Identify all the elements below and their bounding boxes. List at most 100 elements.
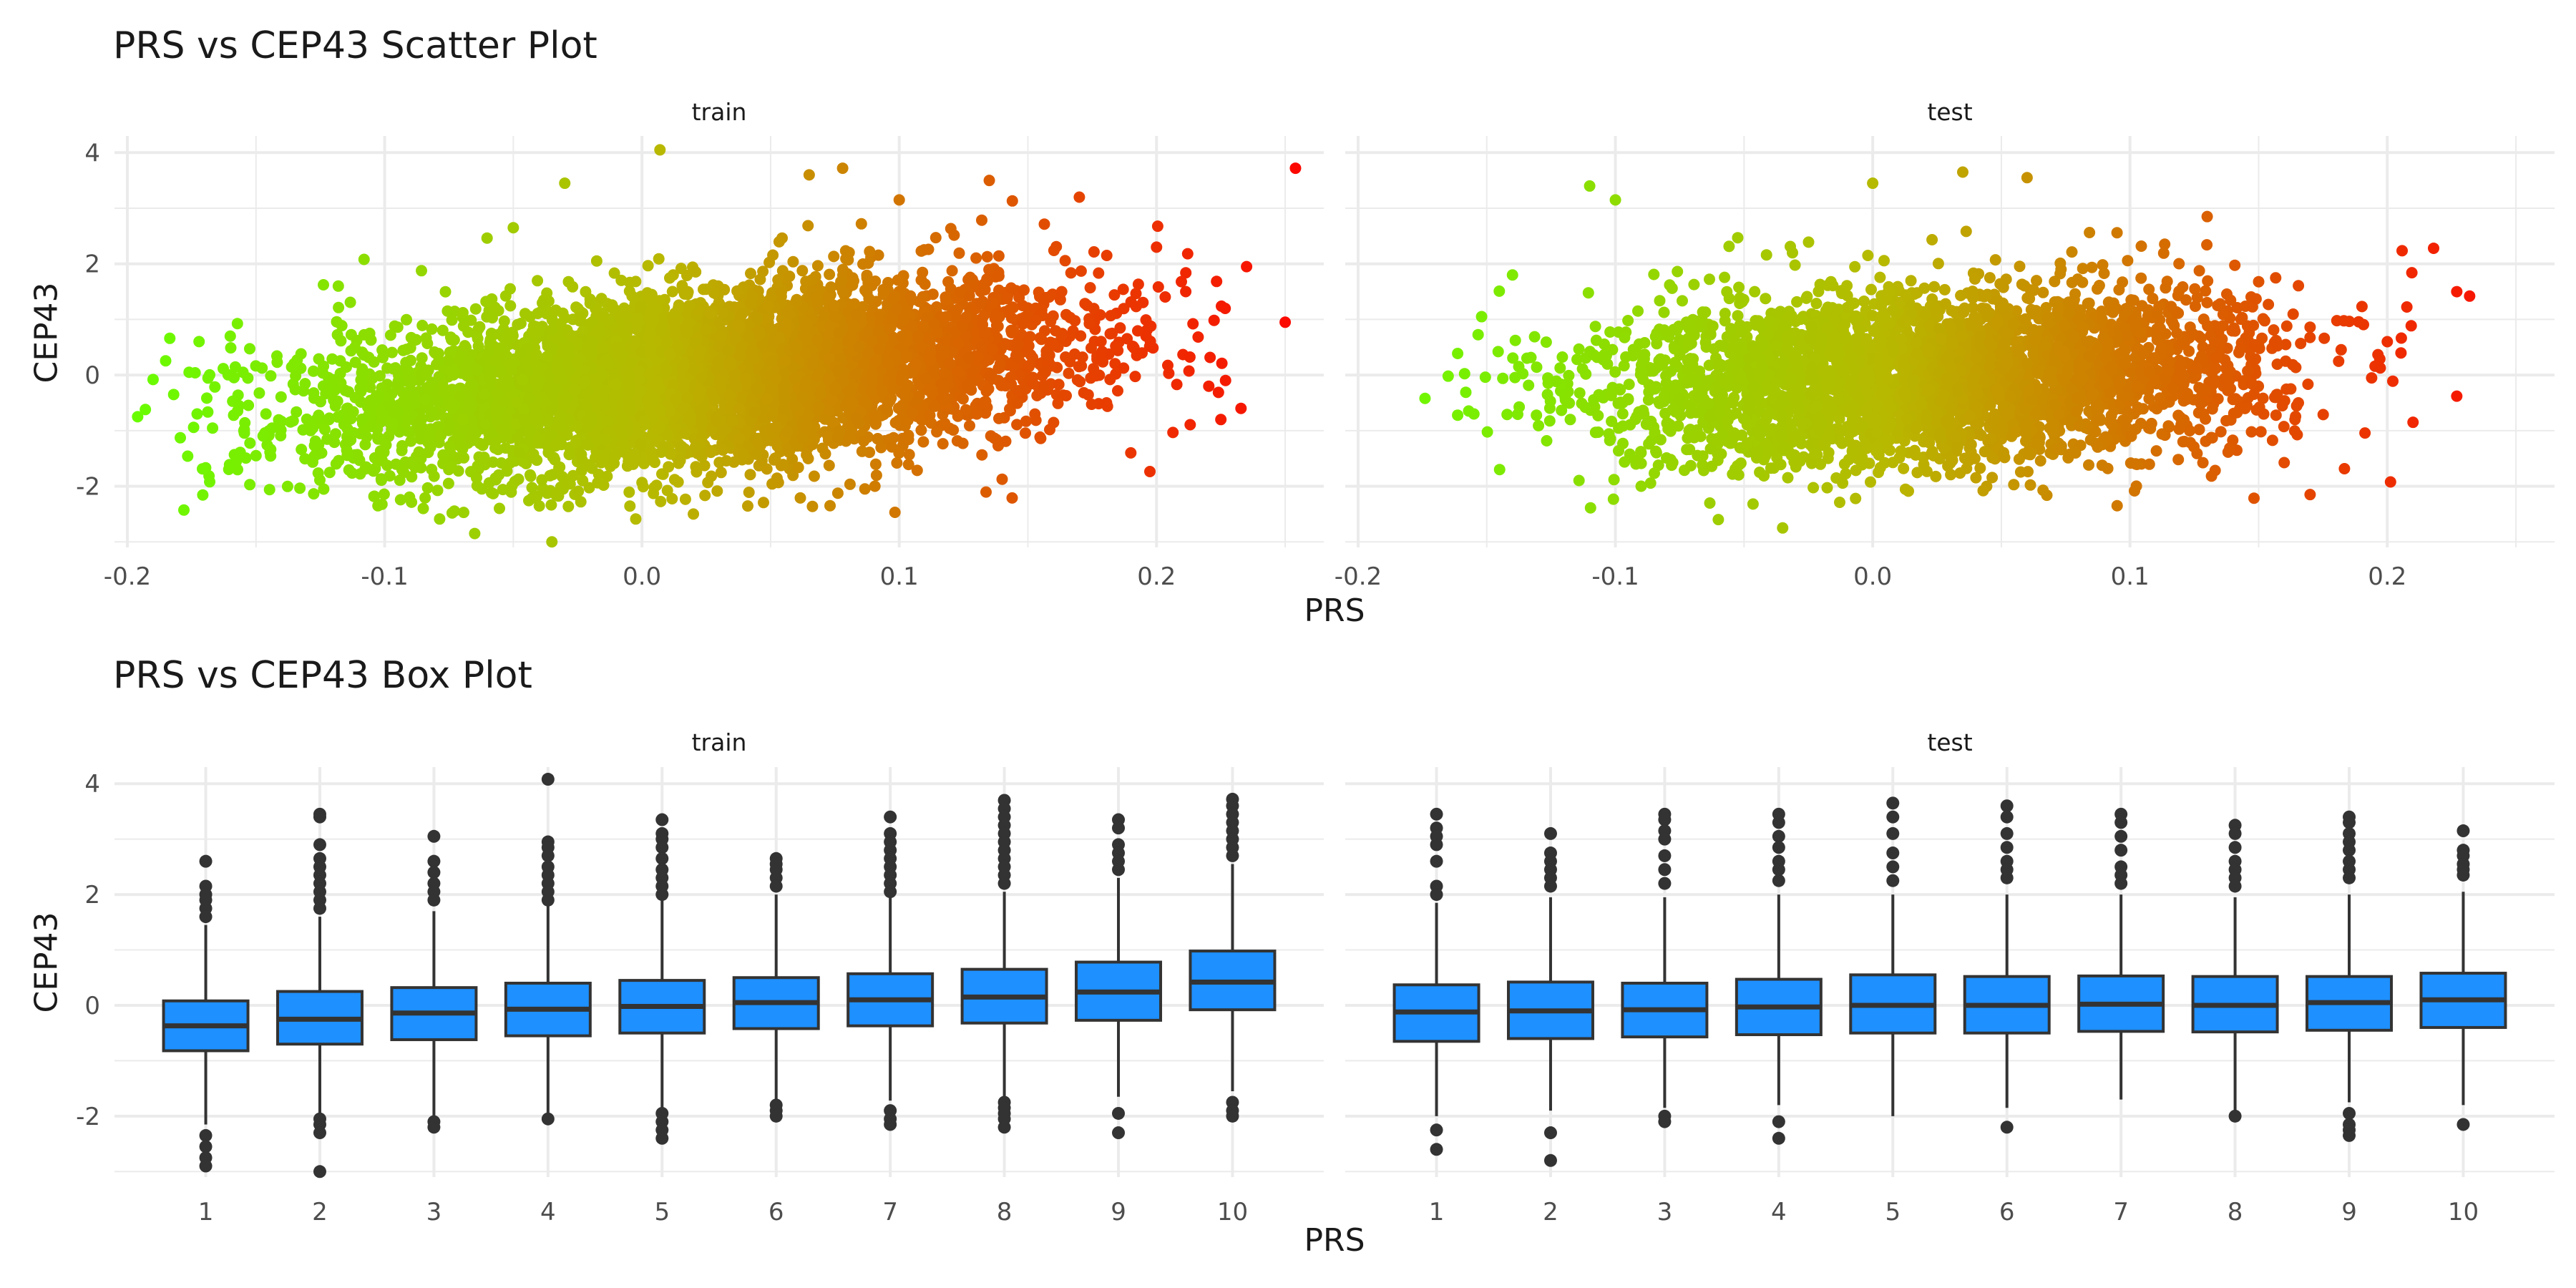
scatter-point bbox=[1118, 362, 1130, 374]
scatter-point bbox=[281, 480, 293, 492]
scatter-point bbox=[835, 275, 847, 288]
scatter-point bbox=[483, 477, 495, 489]
scatter-point bbox=[750, 311, 762, 323]
scatter-point bbox=[1187, 318, 1199, 330]
scatter-point bbox=[446, 333, 457, 346]
scatter-point bbox=[321, 381, 333, 394]
scatter-point bbox=[638, 416, 650, 428]
scatter-point bbox=[439, 286, 452, 298]
scatter-point bbox=[608, 267, 620, 279]
scatter-point bbox=[886, 313, 898, 325]
scatter-point bbox=[307, 456, 318, 468]
scatter-point bbox=[806, 500, 819, 512]
scatter-point bbox=[903, 449, 915, 461]
scatter-point bbox=[892, 274, 904, 286]
scatter-point bbox=[690, 266, 702, 278]
scatter-point bbox=[699, 489, 711, 502]
scatter-point bbox=[940, 294, 952, 306]
scatter-point bbox=[489, 354, 501, 366]
scatter-point bbox=[824, 268, 836, 280]
scatter-point bbox=[889, 291, 901, 303]
scatter-point bbox=[355, 396, 367, 408]
scatter-point bbox=[716, 306, 728, 318]
scatter-point bbox=[745, 268, 756, 280]
scatter-point bbox=[1048, 416, 1060, 429]
scatter-point bbox=[481, 311, 493, 323]
y-tick-label: 4 bbox=[84, 139, 100, 167]
scatter-point bbox=[726, 415, 738, 427]
scatter-point bbox=[562, 500, 575, 512]
scatter-point bbox=[202, 406, 214, 418]
scatter-point bbox=[859, 483, 871, 495]
scatter-point bbox=[550, 489, 562, 501]
scatter-point bbox=[875, 441, 887, 454]
scatter-point bbox=[629, 447, 641, 459]
scatter-point bbox=[861, 269, 873, 281]
scatter-point bbox=[651, 424, 663, 436]
scatter-point bbox=[409, 462, 421, 474]
x-tick-label: 0.2 bbox=[1137, 562, 1176, 591]
y-tick-label: 0 bbox=[84, 361, 100, 390]
scatter-point bbox=[346, 467, 358, 479]
scatter-point bbox=[815, 388, 827, 400]
scatter-point bbox=[660, 364, 673, 376]
scatter-point bbox=[717, 444, 729, 456]
x-tick-label: -0.1 bbox=[361, 562, 408, 591]
scatter-point bbox=[461, 366, 473, 377]
scatter-point bbox=[801, 317, 813, 329]
scatter-point bbox=[626, 290, 638, 302]
scatter-point bbox=[1176, 275, 1187, 288]
scatter-point bbox=[982, 383, 995, 395]
scatter-point bbox=[233, 399, 245, 411]
scatter-point bbox=[416, 265, 427, 277]
scatter-point bbox=[333, 301, 345, 313]
scatter-point bbox=[309, 435, 321, 447]
scatter-point bbox=[902, 459, 914, 471]
scatter-point bbox=[178, 504, 190, 516]
scatter-point bbox=[589, 374, 601, 386]
scatter-point bbox=[957, 393, 969, 405]
scatter-point bbox=[1078, 386, 1090, 399]
scatter-point bbox=[265, 370, 277, 382]
scatter-point bbox=[1038, 379, 1050, 391]
scatter-point bbox=[577, 474, 589, 487]
scatter-point bbox=[753, 328, 766, 341]
scatter-point bbox=[1204, 351, 1216, 364]
x-tick-label: 0.0 bbox=[623, 562, 661, 591]
scatter-point bbox=[1065, 267, 1077, 279]
scatter-point bbox=[1104, 374, 1116, 386]
scatter-point bbox=[681, 327, 693, 339]
scatter-point bbox=[386, 346, 398, 358]
scatter-point bbox=[536, 474, 548, 486]
scatter-point bbox=[492, 444, 504, 456]
scatter-points-train bbox=[132, 144, 1302, 548]
scatter-point bbox=[777, 459, 789, 471]
scatter-point bbox=[1181, 248, 1194, 260]
scatter-point bbox=[288, 358, 300, 371]
scatter-point bbox=[1034, 431, 1046, 443]
scatter-point bbox=[1088, 363, 1100, 375]
scatter-point bbox=[962, 379, 974, 391]
scatter-point bbox=[541, 351, 553, 363]
scatter-point bbox=[244, 343, 255, 355]
scatter-point bbox=[572, 485, 585, 497]
scatter-point bbox=[530, 348, 542, 361]
scatter-point bbox=[976, 449, 988, 461]
scatter-point bbox=[756, 338, 769, 351]
scatter-point bbox=[919, 372, 932, 384]
scatter-point bbox=[872, 433, 884, 444]
scatter-point bbox=[712, 357, 724, 369]
scatter-point bbox=[790, 296, 802, 308]
scatter-point bbox=[566, 330, 578, 342]
scatter-point bbox=[316, 447, 328, 459]
scatter-point bbox=[228, 371, 240, 384]
scatter-point bbox=[431, 484, 444, 497]
scatter-point bbox=[496, 423, 508, 435]
scatter-point bbox=[384, 470, 396, 482]
scatter-point bbox=[328, 394, 340, 406]
scatter-point bbox=[442, 477, 454, 489]
box-plot-title: PRS vs CEP43 Box Plot bbox=[113, 654, 532, 697]
scatter-point bbox=[477, 439, 489, 452]
scatter-point bbox=[937, 438, 949, 450]
scatter-point bbox=[1162, 359, 1174, 371]
